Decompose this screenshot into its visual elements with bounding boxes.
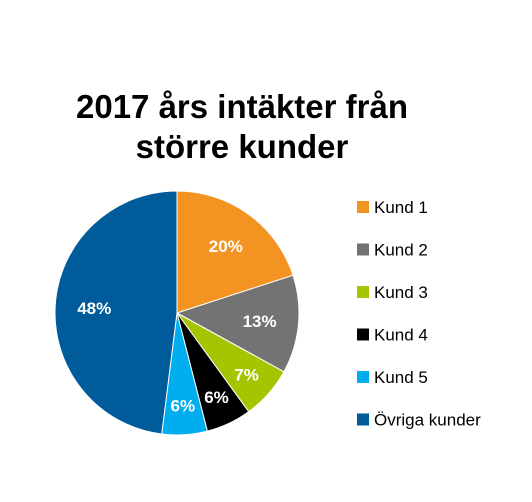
legend-swatch-kund-4 (357, 328, 369, 341)
pie-slice-labels: 20% 13% 7% 6% 6% 48% (77, 237, 276, 416)
pie-slice-kund-1 (176, 190, 294, 314)
slice-value-label-kund-2: 13% (243, 312, 277, 331)
slice-value-label-kund-1: 20% (209, 237, 243, 256)
pie-slice-ovriga-kunder (54, 190, 178, 435)
chart-title: 2017 års intäkter från större kunder (76, 88, 408, 165)
legend-item-kund-3: Kund 3 (357, 283, 428, 302)
legend-label-kund-3: Kund 3 (374, 283, 428, 302)
legend: Kund 1 Kund 2 Kund 3 Kund 4 Kund 5 Övriga kun… (357, 198, 481, 430)
legend-item-kund-2: Kund 2 (357, 241, 428, 260)
legend-item-kund-4: Kund 4 (357, 326, 428, 345)
legend-item-ovriga-kunder: Övriga kunder (357, 411, 481, 430)
legend-item-kund-5: Kund 5 (357, 368, 428, 387)
slice-value-label-kund-4: 6% (204, 388, 229, 407)
legend-swatch-ovriga-kunder (357, 413, 369, 426)
pie-slices (54, 190, 300, 436)
chart-title-line-1: 2017 års intäkter från (76, 88, 408, 125)
legend-label-kund-1: Kund 1 (374, 198, 428, 217)
pie-slice-kund-2 (175, 274, 300, 373)
legend-label-ovriga-kunder: Övriga kunder (374, 411, 481, 430)
legend-label-kund-2: Kund 2 (374, 241, 428, 260)
slice-value-label-kund-5: 6% (171, 397, 196, 416)
slice-value-label-ovriga-kunder: 48% (77, 299, 111, 318)
legend-swatch-kund-3 (357, 286, 369, 298)
legend-label-kund-4: Kund 4 (374, 326, 428, 345)
legend-swatch-kund-5 (357, 371, 369, 383)
legend-swatch-kund-2 (357, 243, 369, 256)
chart-title-line-2: större kunder (136, 128, 349, 165)
legend-label-kund-5: Kund 5 (374, 368, 428, 387)
slice-value-label-kund-3: 7% (234, 365, 259, 384)
legend-item-kund-1: Kund 1 (357, 198, 428, 217)
legend-swatch-kund-1 (357, 201, 369, 213)
